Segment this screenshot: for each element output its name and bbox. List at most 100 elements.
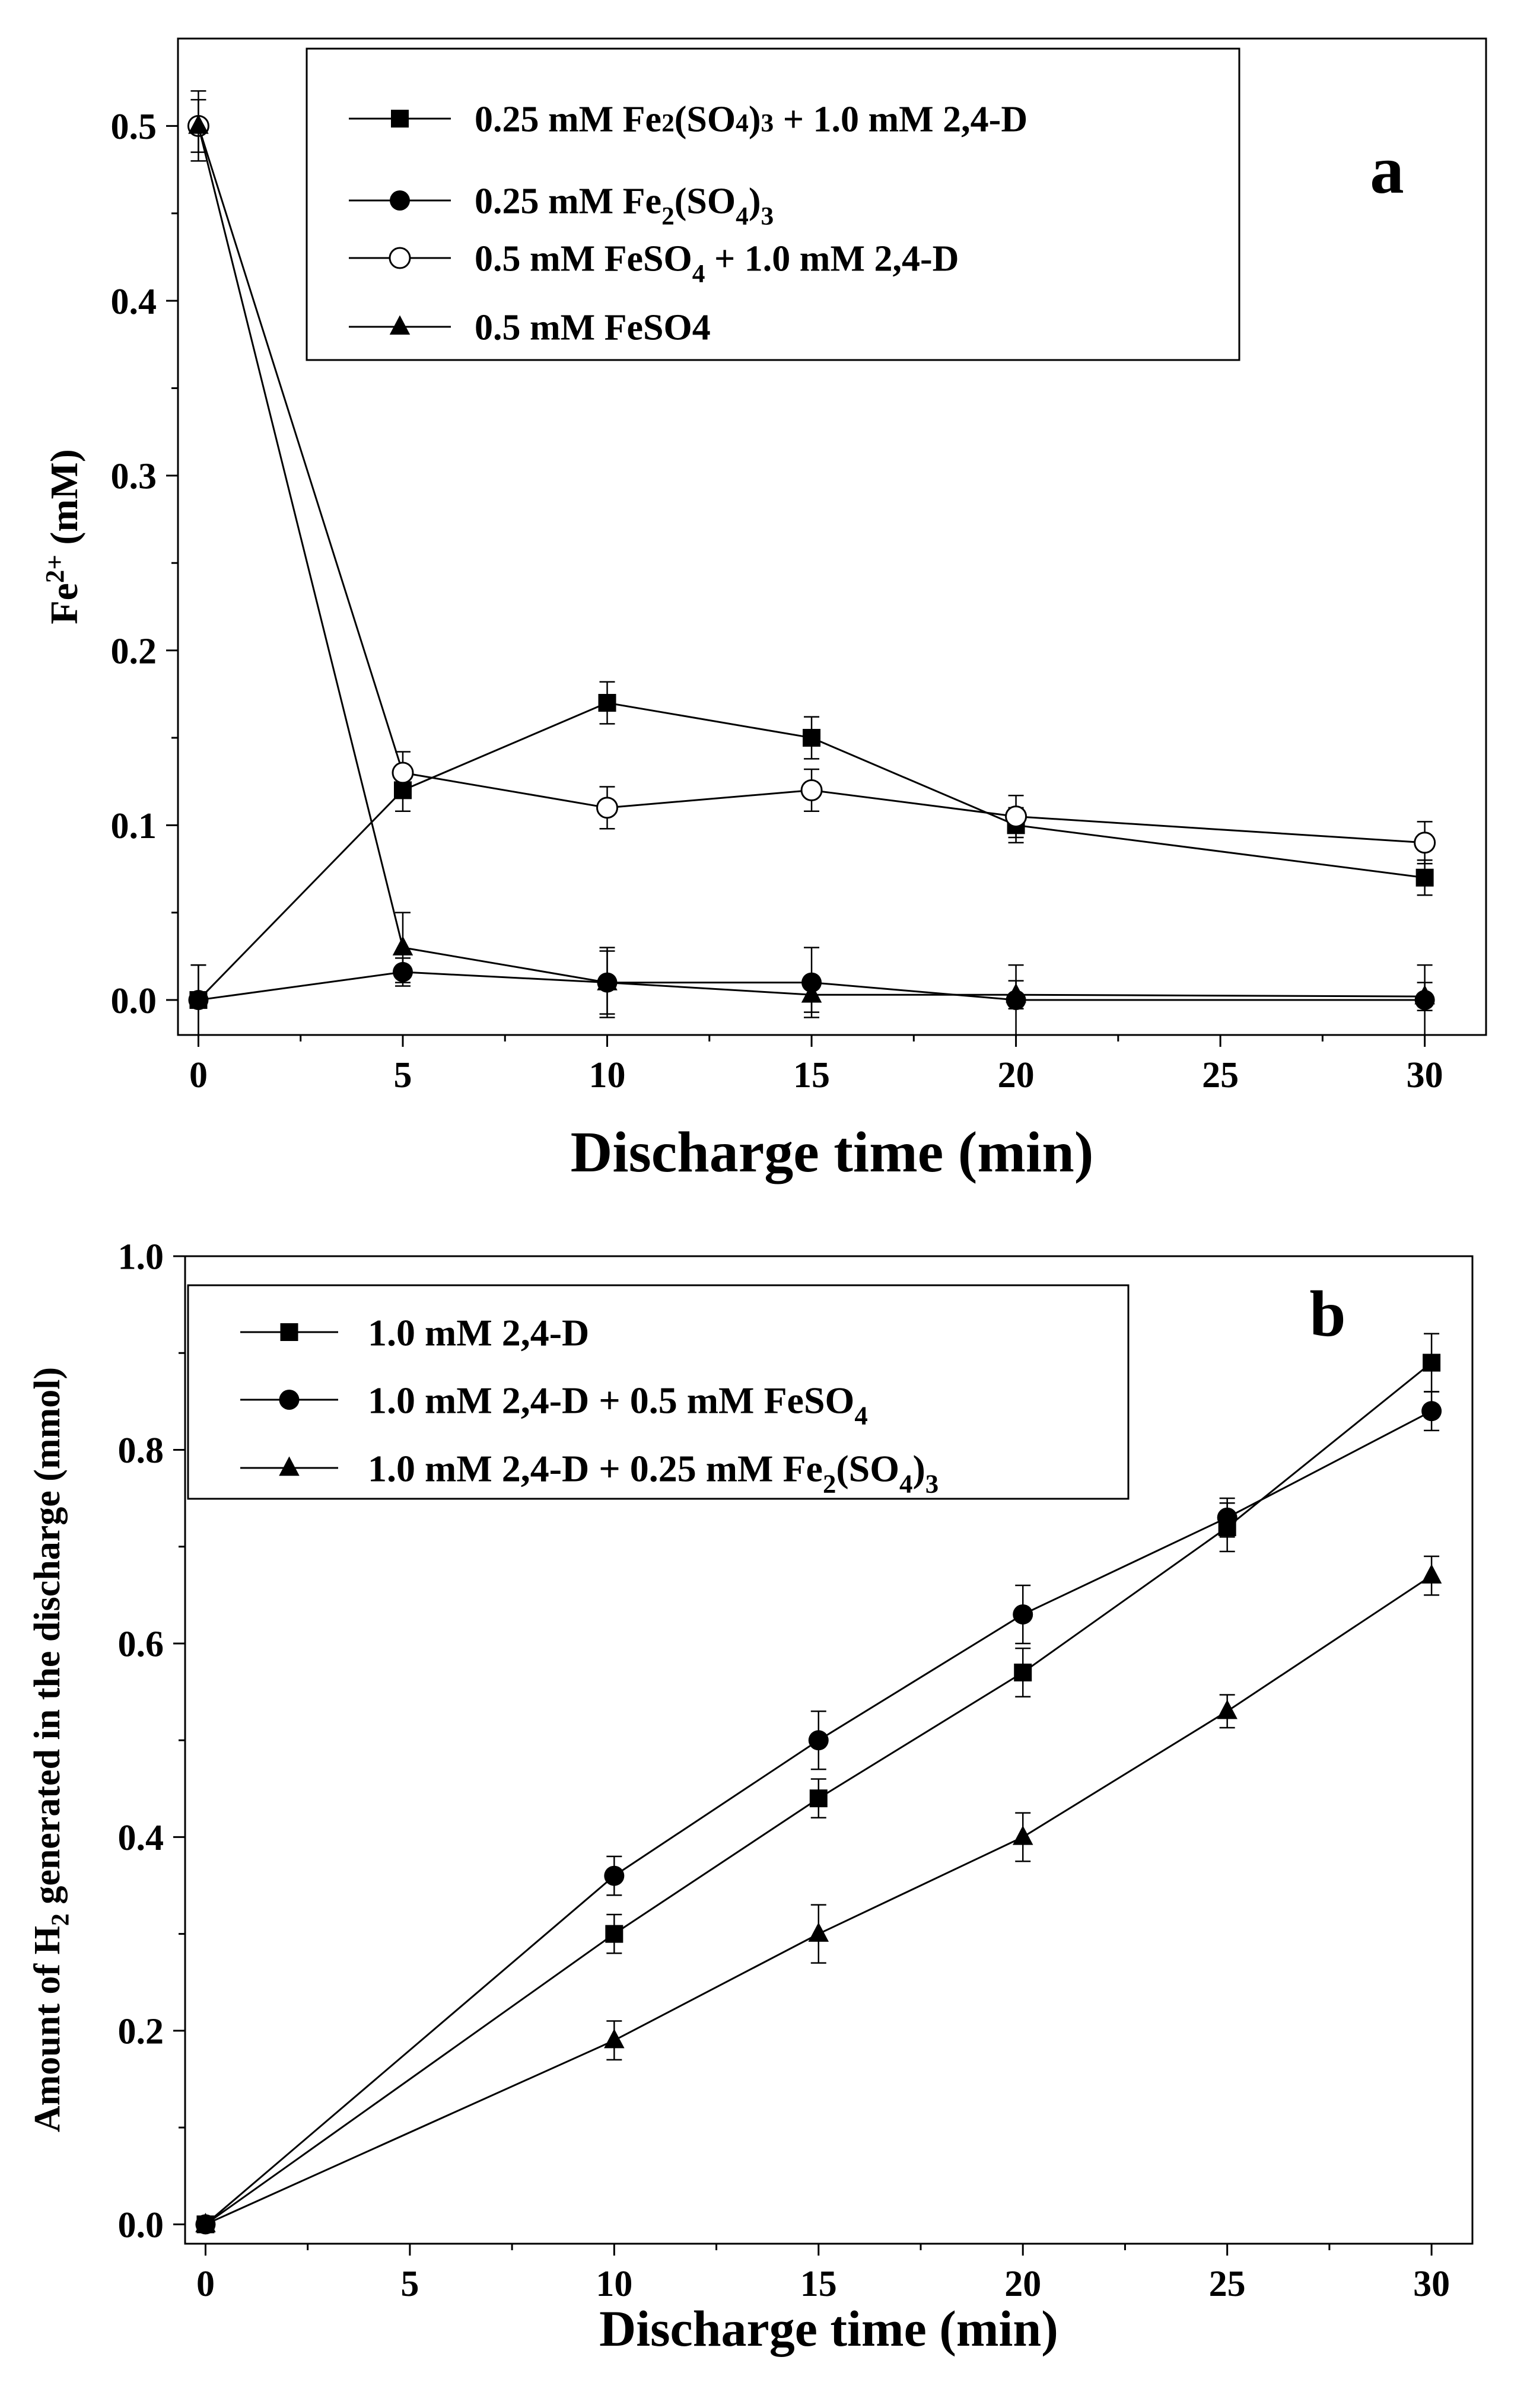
text-run: 0.25 mM Fe [475, 100, 661, 140]
series-4 [188, 98, 1435, 1018]
text-run: (mM) [43, 449, 86, 555]
text-run: 4 [899, 1469, 912, 1499]
text-run: 1.0 mM 2,4-D [368, 1311, 589, 1353]
text-run: (SO [675, 100, 736, 140]
text-run: 2 [823, 1469, 836, 1499]
x-tick-label: 10 [589, 1055, 626, 1095]
series-3 [195, 1555, 1442, 2232]
data-point [800, 779, 823, 801]
legend: 0.25 mM Fe2(SO4)3 + 1.0 mM 2,4-D0.25 mM … [306, 47, 1240, 361]
data-point [1013, 1604, 1033, 1625]
panel-label: a [1370, 132, 1404, 208]
series-2 [195, 1391, 1442, 2235]
legend-label: 1.0 mM 2,4-D + 0.25 mM Fe2(SO4)3 [368, 1447, 939, 1498]
x-axis-label: Discharge time (min) [599, 2300, 1058, 2357]
text-run: 2 [47, 1913, 75, 1926]
text-run: 4 [692, 259, 705, 288]
data-point [809, 1789, 828, 1808]
x-tick-label: 5 [400, 2264, 419, 2304]
data-point [596, 797, 619, 819]
x-tick-label: 5 [393, 1055, 412, 1095]
data-point [392, 936, 413, 955]
y-tick-label: 0.1 [111, 806, 157, 846]
data-point [808, 1922, 829, 1942]
legend-item-2: 0.25 mM Fe2(SO4)3 [349, 181, 774, 230]
series-line [205, 1410, 1432, 2225]
data-point [803, 728, 821, 747]
data-point [1423, 1353, 1441, 1372]
text-run: 1.0 mM 2,4-D + 0.5 mM FeSO [368, 1379, 854, 1421]
data-point [808, 1730, 829, 1751]
x-tick-label: 15 [793, 1055, 830, 1095]
data-point [195, 2212, 216, 2232]
data-point [597, 971, 618, 990]
data-point [604, 1865, 625, 1886]
x-tick-label: 30 [1413, 2264, 1450, 2304]
legend-label: 1.0 mM 2,4-D [368, 1311, 589, 1353]
x-tick-label: 0 [196, 2264, 215, 2304]
legend-marker [391, 110, 409, 128]
y-tick-label: 0.0 [111, 981, 157, 1021]
data-point [1414, 832, 1436, 854]
data-point [598, 694, 616, 712]
panel-label: b [1309, 1278, 1345, 1350]
x-tick-label: 30 [1407, 1055, 1443, 1095]
legend-label: 0.25 mM Fe2(SO4)3 + 1.0 mM 2,4-D [475, 100, 1027, 140]
y-tick-label: 0.3 [111, 457, 157, 497]
text-run: 2 [661, 109, 675, 138]
legend-marker [280, 1323, 298, 1341]
legend-label: 1.0 mM 2,4-D + 0.5 mM FeSO4 [368, 1379, 868, 1430]
series-line [198, 125, 1425, 844]
x-tick-label: 0 [189, 1055, 208, 1095]
x-tick-label: 20 [998, 1055, 1035, 1095]
x-tick-label: 10 [596, 2264, 632, 2304]
text-run: 0.25 mM Fe [475, 181, 661, 222]
y-tick-label: 0.5 [111, 107, 157, 147]
series-line [198, 971, 1425, 1001]
data-point [1217, 1699, 1237, 1719]
x-tick-label: 25 [1209, 2264, 1246, 2304]
data-point [1014, 1663, 1032, 1681]
chart-panel-b: 0 5 10 15 20 25 30 0.0 0.2 0.4 0.6 0.8 1.0 Discharge … [27, 1237, 1474, 2357]
legend-label: 0.5 mM FeSO4 [475, 308, 711, 348]
text-run: 3 [761, 202, 774, 230]
data-point [1006, 983, 1026, 1003]
text-run: ) [749, 100, 761, 140]
legend-box [306, 47, 1240, 361]
plot-frame [177, 37, 1487, 1036]
y-axis-label: Amount of H2 generated in the discharge … [27, 1367, 75, 2132]
text-run: 3 [925, 1469, 939, 1499]
legend-item-3: 1.0 mM 2,4-D + 0.25 mM Fe2(SO4)3 [240, 1447, 939, 1499]
x-axis-label: Discharge time (min) [571, 1120, 1094, 1184]
legend-item-3: 0.5 mM FeSO4 + 1.0 mM 2,4-D [349, 239, 959, 288]
series-line [197, 126, 1425, 998]
legend-item-2: 1.0 mM 2,4-D + 0.5 mM FeSO4 [240, 1379, 868, 1431]
legend: 1.0 mM 2,4-D1.0 mM 2,4-D + 0.5 mM FeSO41… [187, 1284, 1130, 1500]
data-point [1414, 985, 1435, 1005]
data-point [801, 983, 822, 1003]
y-tick-label: 0.0 [118, 2205, 164, 2245]
text-run: 4 [854, 1401, 867, 1431]
data-point [604, 2028, 625, 2049]
data-point [1005, 805, 1027, 828]
text-run: Amount of H [27, 1926, 68, 2132]
legend-marker [389, 247, 411, 269]
y-tick-label: 0.6 [118, 1625, 164, 1665]
text-run: 4 [736, 202, 749, 230]
data-point [188, 114, 209, 134]
data-point [1012, 1825, 1033, 1845]
text-run: (SO [675, 181, 736, 222]
y-tick-label: 0.2 [118, 2012, 164, 2052]
x-tick-label: 15 [800, 2264, 837, 2304]
legend-label: 0.5 mM FeSO4 + 1.0 mM 2,4-D [475, 239, 959, 288]
data-point [1421, 1564, 1442, 1584]
y-tick-label: 1.0 [118, 1237, 164, 1278]
data-point [392, 762, 414, 784]
y-tick-label: 0.4 [111, 282, 157, 322]
data-point [188, 990, 209, 1011]
x-tick-label: 20 [1004, 2264, 1041, 2304]
text-run: + 1.0 mM 2,4-D [774, 100, 1027, 140]
y-tick-label: 0.2 [111, 631, 157, 671]
plot-frame [184, 1255, 1474, 2245]
y-tick-label: 0.4 [118, 1818, 164, 1858]
